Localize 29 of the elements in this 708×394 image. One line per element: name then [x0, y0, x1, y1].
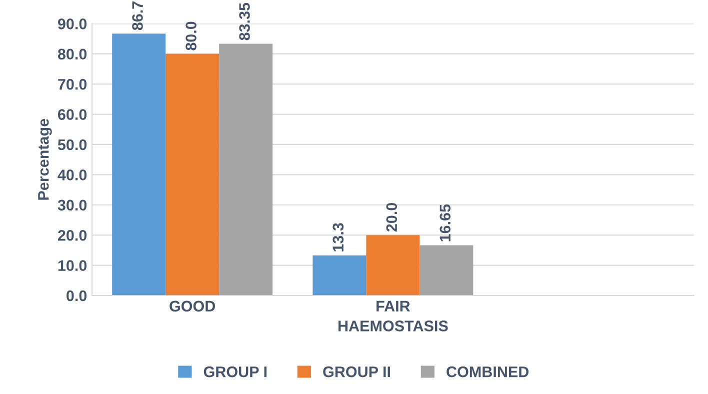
data-label: 80.0 — [186, 22, 196, 50]
x-tick-label: GOOD — [170, 300, 216, 312]
data-label: 83.35 — [239, 2, 250, 40]
y-tick-label: 40.0 — [58, 170, 87, 180]
y-tick-label: 50.0 — [58, 139, 87, 150]
y-tick-label: 60.0 — [58, 109, 87, 120]
legend-label: COMBINED — [446, 366, 529, 378]
x-tick-label: FAIR — [376, 300, 410, 312]
legend-label: GROUP II — [323, 366, 390, 378]
y-tick-label: 20.0 — [58, 230, 87, 241]
bar — [112, 34, 166, 296]
y-tick-label: 90.0 — [58, 18, 87, 30]
data-label: 86.7 — [132, 2, 143, 30]
y-tick-label: 30.0 — [58, 200, 87, 211]
bar — [420, 245, 474, 296]
x-axis-title: HAEMOSTASIS — [338, 320, 448, 332]
y-tick-label: 70.0 — [58, 78, 87, 90]
bar — [166, 54, 220, 296]
y-tick-label: 80.0 — [58, 48, 87, 60]
bar — [366, 235, 420, 296]
data-label: 13.3 — [332, 223, 344, 252]
y-tick-label: 10.0 — [58, 260, 87, 271]
bar — [219, 44, 273, 296]
y-tick-label: 0.0 — [66, 290, 87, 302]
y-axis-title: Percentage — [38, 118, 52, 200]
data-label: 20.0 — [386, 202, 398, 232]
bar — [312, 255, 366, 296]
data-label: 16.65 — [440, 204, 451, 242]
legend-label: GROUP I — [204, 366, 266, 378]
